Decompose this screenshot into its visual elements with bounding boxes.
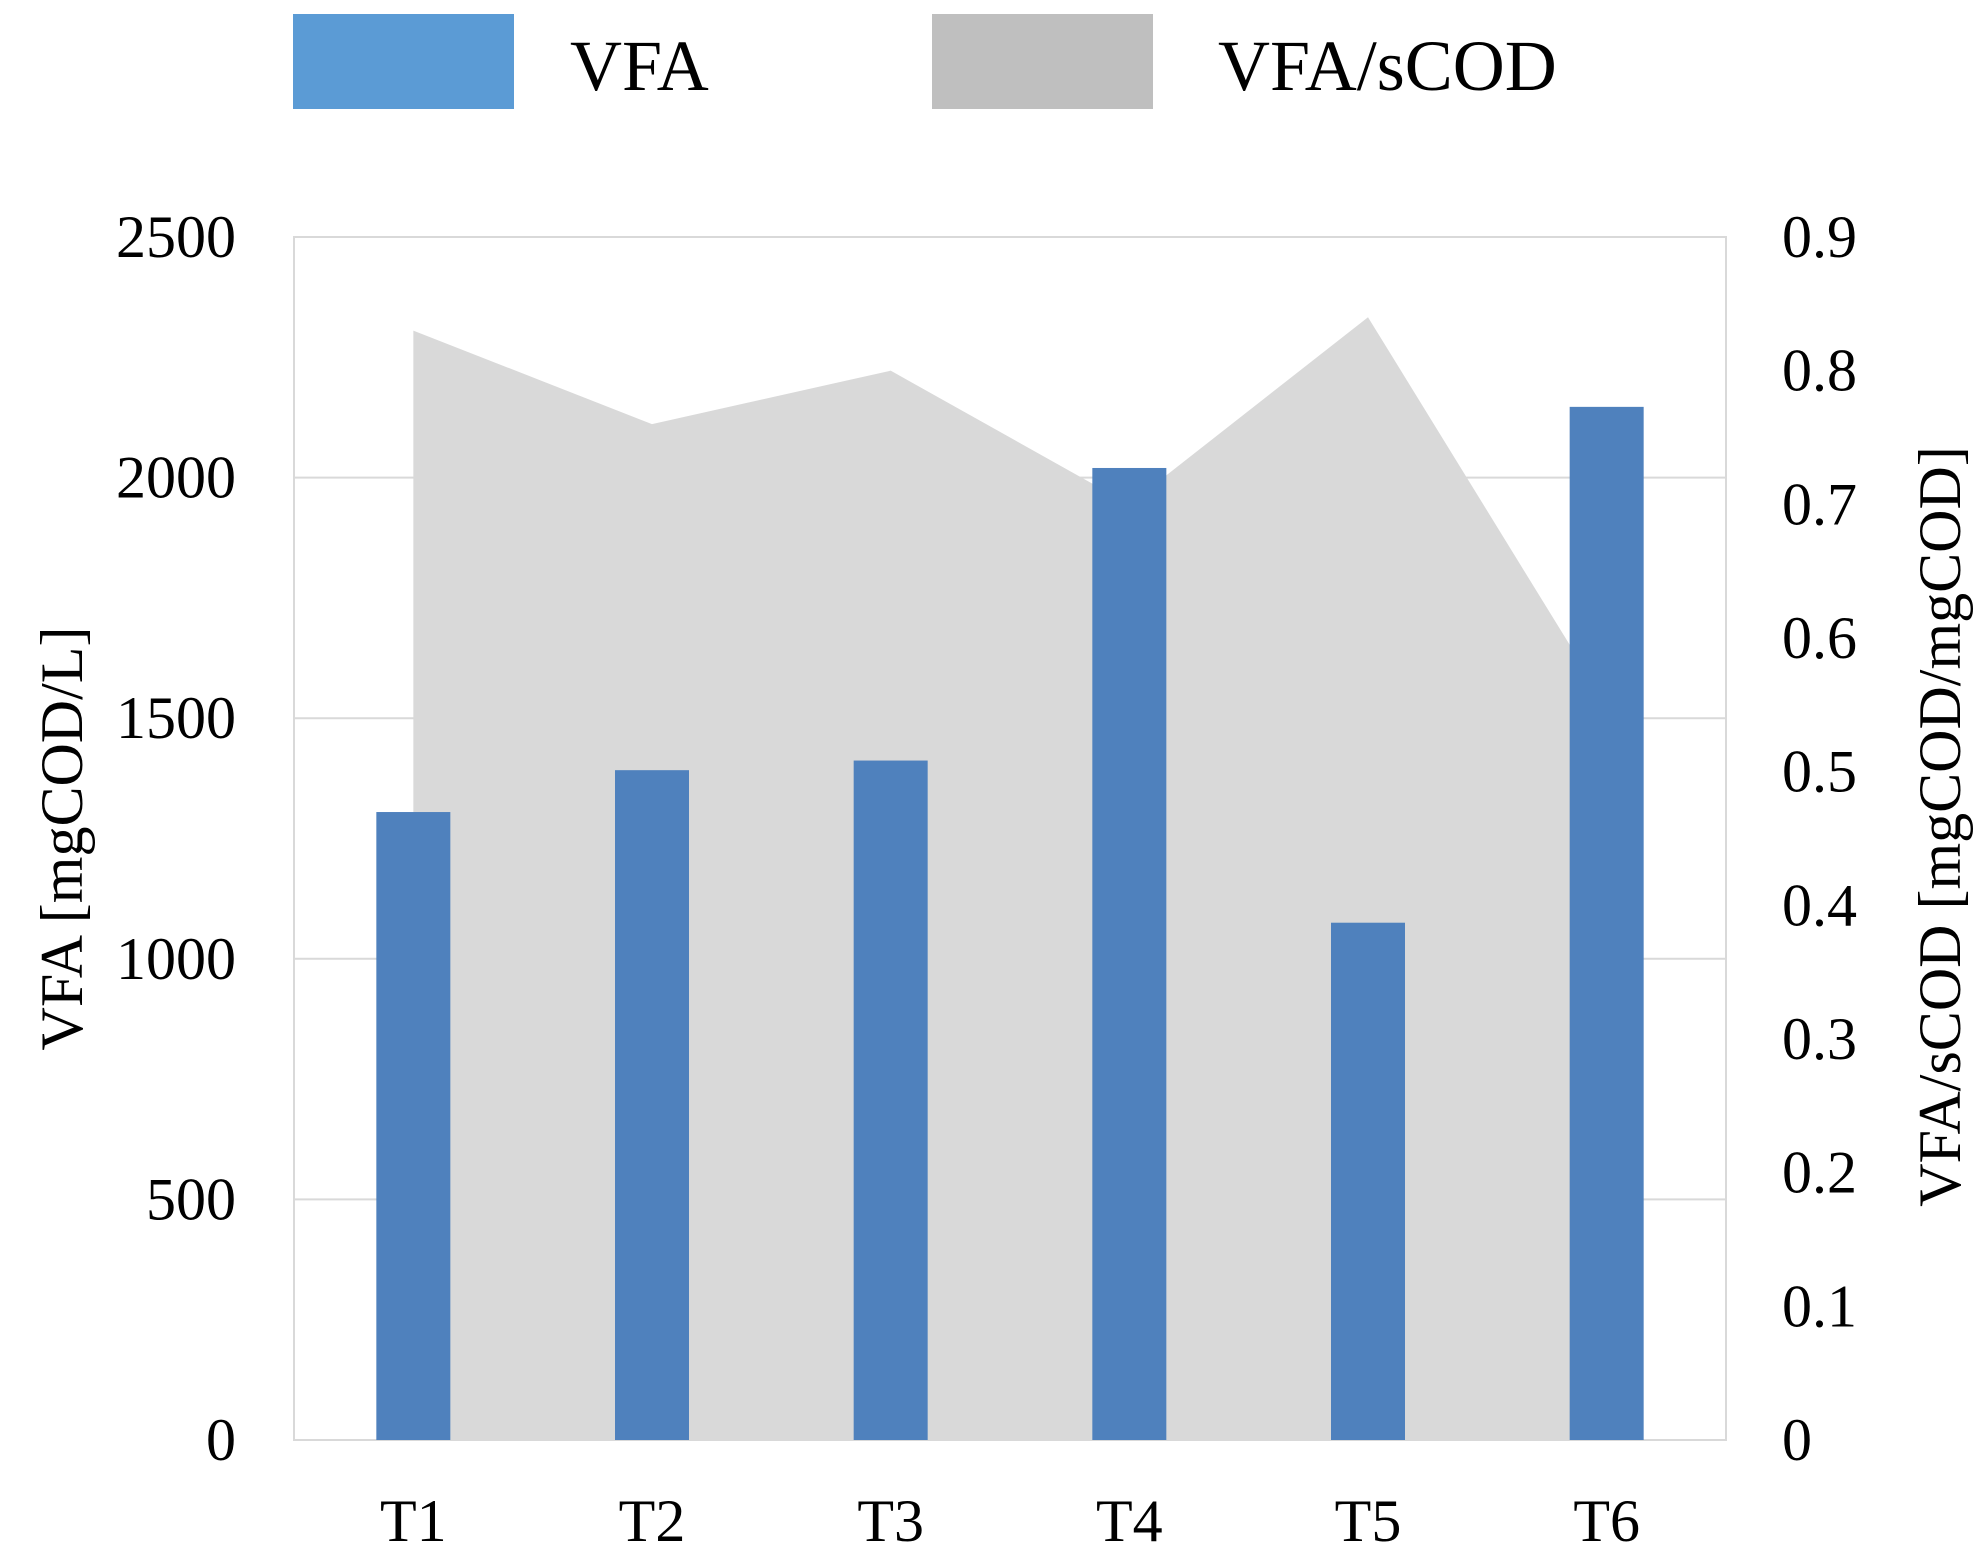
- bar-t5: [1331, 922, 1405, 1440]
- x-tick-label: T2: [619, 1488, 686, 1554]
- left-tick-label: 2500: [116, 204, 236, 270]
- bar-t1: [376, 812, 451, 1440]
- vfa-bars: [376, 406, 1644, 1441]
- right-tick-label: 0.7: [1782, 471, 1857, 537]
- left-axis-label: VFA [mgCOD/L]: [29, 627, 95, 1051]
- bar-t4: [1092, 467, 1167, 1440]
- left-tick-label: 1000: [116, 926, 236, 992]
- vfa-scod-area: [413, 317, 1607, 1441]
- right-tick-label: 0.9: [1782, 204, 1857, 270]
- x-tick-label: T1: [380, 1488, 447, 1554]
- x-axis-ticks: T1 T2 T3 T4 T5 T6: [380, 1488, 1640, 1554]
- right-tick-label: 0.4: [1782, 872, 1857, 938]
- right-axis-label: VFA/sCOD [mgCOD/mgCOD]: [1907, 446, 1973, 1207]
- x-tick-label: T5: [1335, 1488, 1402, 1554]
- left-tick-label: 500: [146, 1166, 236, 1232]
- bar-t3: [853, 760, 928, 1440]
- right-tick-label: 0.8: [1782, 338, 1857, 404]
- legend-label-vfa: VFA: [570, 26, 709, 106]
- right-tick-label: 0: [1782, 1407, 1812, 1473]
- x-tick-label: T3: [857, 1488, 924, 1554]
- left-axis-ticks: 0 500 1000 1500 2000 2500: [116, 204, 236, 1473]
- bar-t2: [615, 770, 689, 1440]
- legend-swatch-vfa-scod: [932, 14, 1153, 109]
- x-tick-label: T4: [1096, 1488, 1163, 1554]
- legend-swatch-vfa: [293, 14, 514, 109]
- left-tick-label: 1500: [116, 685, 236, 751]
- right-tick-label: 0.6: [1782, 605, 1857, 671]
- legend: VFA VFA/sCOD: [293, 14, 1557, 109]
- right-tick-label: 0.1: [1782, 1273, 1857, 1339]
- right-tick-label: 0.3: [1782, 1006, 1857, 1072]
- left-tick-label: 2000: [116, 445, 236, 511]
- x-tick-label: T6: [1573, 1488, 1640, 1554]
- right-tick-label: 0.5: [1782, 739, 1857, 805]
- left-tick-label: 0: [206, 1407, 236, 1473]
- bar-t6: [1569, 406, 1644, 1441]
- right-axis-ticks: 0 0.1 0.2 0.3 0.4 0.5 0.6 0.7 0.8 0.9: [1782, 204, 1857, 1473]
- legend-label-vfa-scod: VFA/sCOD: [1218, 26, 1557, 106]
- right-tick-label: 0.2: [1782, 1140, 1857, 1206]
